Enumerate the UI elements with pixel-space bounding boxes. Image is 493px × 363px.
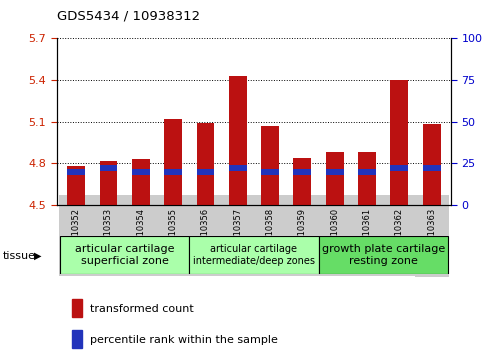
Text: growth plate cartilage
resting zone: growth plate cartilage resting zone [321,244,445,266]
Bar [100,165,117,171]
Bar [164,168,182,175]
Bar [358,152,376,205]
Bar [358,168,376,175]
Bar [293,158,311,205]
Text: articular cartilage
intermediate/deep zones: articular cartilage intermediate/deep zo… [193,244,315,266]
Bar [72,299,82,317]
Bar [293,168,311,175]
Bar [326,152,344,205]
Bar [132,168,150,175]
Bar [229,76,246,205]
Bar [261,126,279,205]
Bar [164,119,182,205]
Bar [423,165,441,171]
Bar [189,236,318,274]
Bar [72,330,82,348]
Bar [390,80,408,205]
Bar [197,168,214,175]
Text: transformed count: transformed count [90,303,194,314]
Text: tissue: tissue [2,251,35,261]
Bar [390,165,408,171]
Bar [67,166,85,205]
Bar [229,165,246,171]
Bar [423,125,441,205]
Text: ▶: ▶ [34,251,41,261]
Bar [67,168,85,175]
Bar [261,168,279,175]
Text: articular cartilage
superficial zone: articular cartilage superficial zone [75,244,175,266]
Bar [326,168,344,175]
Bar [100,160,117,205]
Bar [318,236,448,274]
Bar [197,123,214,205]
Bar [132,159,150,205]
Bar [60,236,189,274]
Text: GDS5434 / 10938312: GDS5434 / 10938312 [57,9,200,22]
Text: percentile rank within the sample: percentile rank within the sample [90,335,278,345]
